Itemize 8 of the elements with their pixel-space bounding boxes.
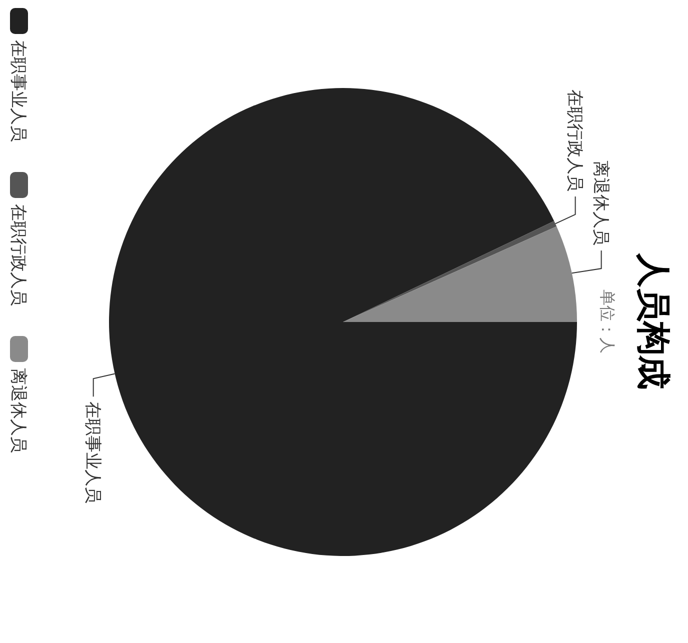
text: 人员构成 bbox=[633, 252, 673, 390]
legend-label: 在职事业人员 bbox=[8, 40, 28, 142]
legend-label: 离退休人员 bbox=[8, 368, 28, 453]
text: 单位：人 bbox=[598, 290, 617, 354]
slice-label: 在职事业人员 bbox=[82, 402, 102, 504]
legend-label: 在职行政人员 bbox=[8, 204, 28, 306]
slice-label: 在职行政人员 bbox=[564, 89, 584, 192]
slice-label: 离退休人员 bbox=[590, 160, 610, 246]
